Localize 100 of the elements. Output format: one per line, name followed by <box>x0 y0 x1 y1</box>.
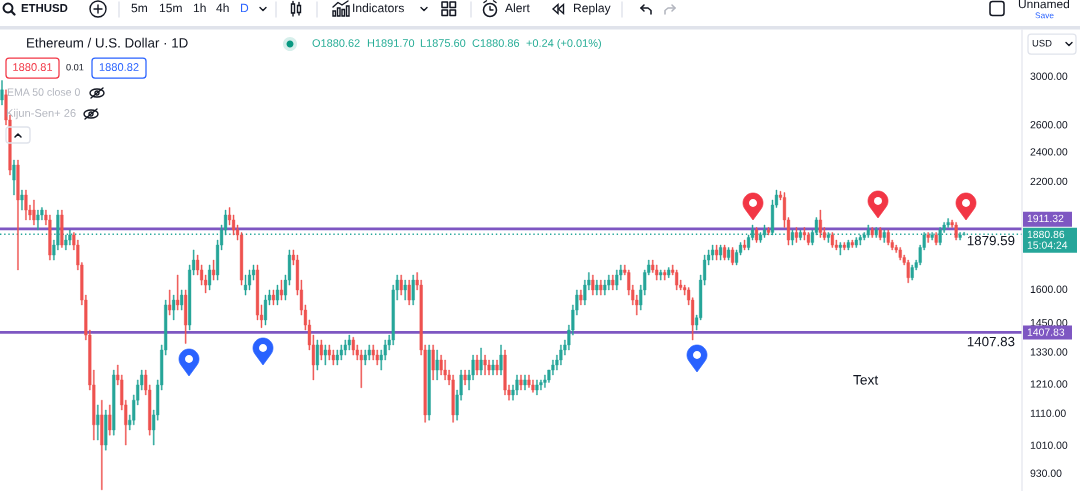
candlestick <box>519 374 523 391</box>
candlestick <box>866 224 870 238</box>
candlestick <box>212 259 216 281</box>
annotation: 1880.82 <box>99 63 139 71</box>
candlestick <box>754 227 759 243</box>
candlestick <box>279 279 284 301</box>
ref-line-label: 1880.86 <box>1027 230 1065 239</box>
candlestick <box>403 279 407 301</box>
candlestick <box>435 349 439 381</box>
text: Save <box>1035 12 1054 19</box>
annotation: C1880.86 <box>472 39 520 47</box>
candlestick <box>958 232 962 241</box>
candlestick <box>599 279 603 296</box>
candlestick <box>60 209 64 248</box>
y-tick-label: 1600.00 <box>1030 285 1068 293</box>
candlestick <box>727 247 731 261</box>
annotation: 1407.83 <box>967 336 1015 347</box>
candlestick <box>523 374 527 391</box>
annotation: 1880.81 <box>13 63 53 71</box>
candlestick <box>104 409 108 451</box>
candlestick <box>591 274 595 296</box>
y-tick-label: 1210.00 <box>1030 380 1068 388</box>
candlestick <box>208 264 212 291</box>
candlestick <box>878 227 882 241</box>
candlestick <box>934 232 938 246</box>
y-tick-label: 3000.00 <box>1030 72 1068 80</box>
candlestick <box>731 247 735 266</box>
candlestick <box>315 339 319 371</box>
candlestick <box>319 339 323 361</box>
text: 15:04:24 <box>1027 241 1068 249</box>
text: USD <box>1032 39 1052 47</box>
candlestick <box>930 232 934 241</box>
y-tick-label: 930.00 <box>1030 469 1062 477</box>
candlestick <box>32 199 36 226</box>
text: 1h <box>193 3 206 13</box>
candlestick <box>172 294 176 321</box>
text: D <box>240 3 249 13</box>
candlestick <box>826 232 830 243</box>
annotation: EMA 50 close 0 <box>7 88 80 96</box>
candlestick <box>882 229 886 243</box>
text: Unnamed <box>1018 0 1070 9</box>
candlestick <box>407 279 411 306</box>
candlestick <box>715 244 719 261</box>
candlestick <box>0 80 4 106</box>
candlestick <box>112 369 116 436</box>
y-tick-label: 1010.00 <box>1030 441 1068 449</box>
annotation: H1891.70 <box>367 39 415 47</box>
annotation: L1875.60 <box>420 39 466 47</box>
candlestick <box>723 244 727 261</box>
candlestick <box>12 159 16 196</box>
candlestick <box>180 289 184 311</box>
candlestick <box>535 379 539 396</box>
candlestick <box>176 274 180 311</box>
candlestick <box>667 267 671 278</box>
candlestick <box>168 289 172 316</box>
candlestick <box>854 237 858 248</box>
candlestick <box>36 209 40 231</box>
y-tick-label: 1110.00 <box>1030 409 1066 417</box>
y-tick-label: 2200.00 <box>1030 177 1068 186</box>
candlestick <box>874 227 878 238</box>
annotation: O1880.62 <box>312 39 360 47</box>
candlestick <box>818 209 822 238</box>
y-tick-label: 2600.00 <box>1030 121 1068 129</box>
y-tick-label: 1330.00 <box>1030 348 1068 356</box>
ref-line-label: 1911.32 <box>1027 214 1064 223</box>
candlestick <box>483 354 487 376</box>
candlestick <box>275 284 280 306</box>
y-tick-label: 2400.00 <box>1030 148 1068 156</box>
candlestick <box>611 274 615 291</box>
text: 15m <box>159 3 182 13</box>
candlestick <box>850 239 854 248</box>
annotation: 1879.59 <box>967 235 1015 246</box>
candlestick <box>766 227 771 236</box>
text: 4h <box>216 3 229 13</box>
candlestick <box>411 274 415 306</box>
text: Indicators <box>353 3 404 13</box>
y-tick-label: 1450.00 <box>1030 318 1068 327</box>
candlestick <box>794 227 799 243</box>
candlestick <box>24 189 28 221</box>
candlestick <box>479 347 483 376</box>
candlestick <box>798 229 802 241</box>
candlestick <box>100 399 104 491</box>
candlestick <box>323 344 327 366</box>
annotation: +0.24 (+0.01%) <box>526 38 601 50</box>
candlestick <box>499 344 503 376</box>
chart-title: Ethereum / U.S. Dollar · 1D <box>27 37 188 48</box>
annotation: Text <box>853 375 879 385</box>
candlestick <box>16 159 20 271</box>
candlestick <box>184 289 188 344</box>
candlestick <box>491 359 495 376</box>
annotation: 0.01 <box>66 63 84 71</box>
candlestick <box>431 344 435 381</box>
candlestick <box>719 244 723 261</box>
candlestick <box>475 354 479 376</box>
candlestick <box>954 222 958 241</box>
text: ETHUSD <box>21 3 68 13</box>
candlestick <box>271 289 276 306</box>
ref-line-label: 1407.83 <box>1027 328 1065 336</box>
candlestick <box>579 289 583 306</box>
candlestick <box>108 404 112 436</box>
